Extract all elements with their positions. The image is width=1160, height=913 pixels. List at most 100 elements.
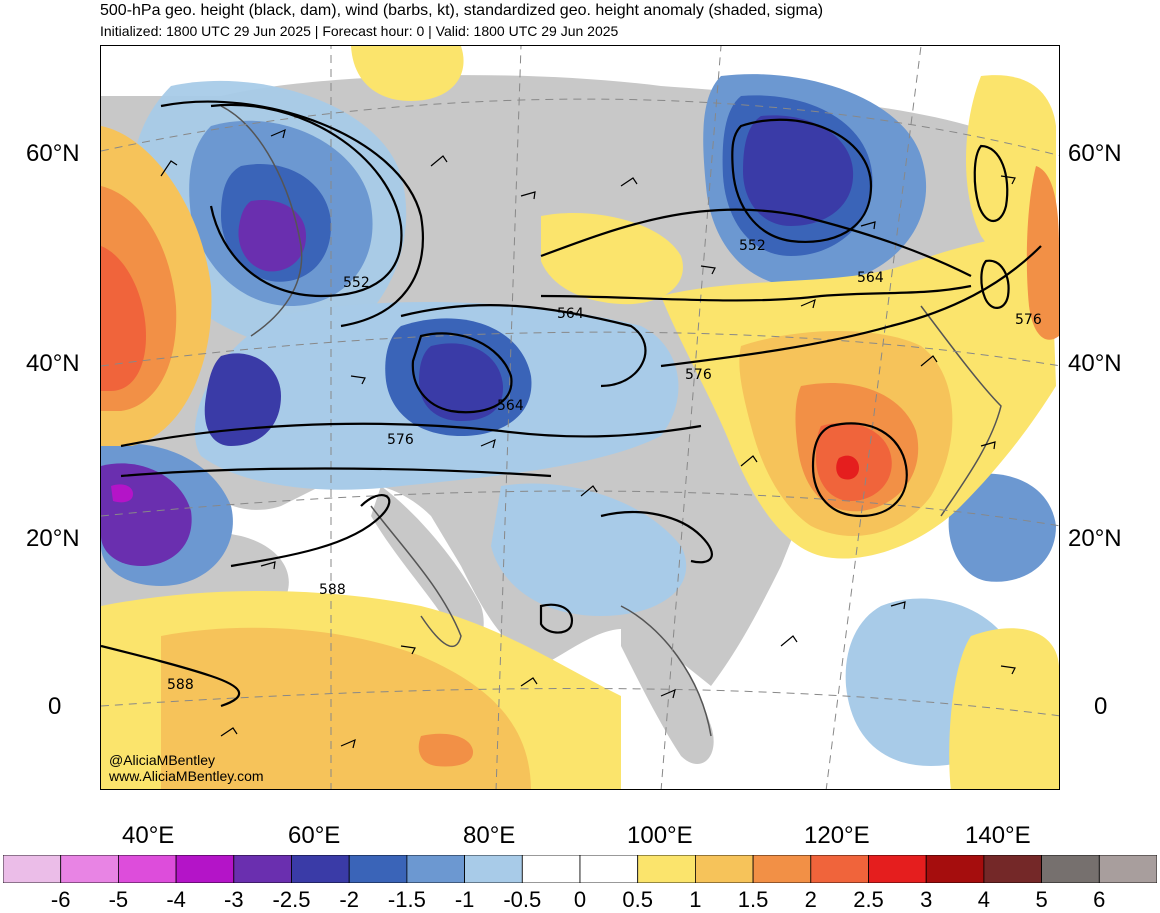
contour-label: 564 [557,306,584,322]
graticule [101,46,1059,789]
colorbar-tick-label: -6 [50,887,71,912]
wind-barb [160,160,178,177]
colorbar-tick-label: 3 [920,887,933,912]
colorbar-tick-label: -2 [339,887,359,912]
colorbar-swatch [175,855,235,883]
lon-label-80e: 80°E [463,822,516,849]
map-graphic: 552 564 564 576 552 564 576 576 588 588 [101,46,1059,789]
colorbar-tick-label: -1 [454,887,475,912]
wind-barb [430,155,448,167]
contour-588-b [101,644,241,708]
map-panel: 552 564 564 576 552 564 576 576 588 588 [100,45,1060,790]
colorbar-swatch [579,855,639,883]
wind-barb [520,191,536,200]
lon-label-120e: 120°E [804,822,870,849]
colorbar-swatch [752,855,812,883]
wind-barb [1000,175,1016,185]
colorbar-swatch [695,855,754,883]
credit-site: www.AliciaMBentley.com [109,768,264,784]
wind-barbs [160,128,1016,749]
colorbar-swatch [521,855,581,883]
wind-barb [740,455,758,467]
graticule-lat0 [101,688,1059,717]
wind-barb [780,635,798,647]
colorbar-tick-label: 0.5 [622,887,653,912]
contour-label-group: 552 564 564 576 552 564 576 576 588 588 [167,238,1042,693]
colorbar-tick-label: -0.5 [503,887,542,912]
anomaly-pos3-indianocean [418,733,474,767]
wind-barb [800,298,816,309]
colorbar-swatch [1041,855,1100,883]
wind-barb [660,688,676,699]
contour-552-europe [209,103,403,298]
colorbar-swatch [3,855,62,883]
anomaly-pos5-eastasia [836,455,859,480]
anomaly-neg-caspian [204,353,281,446]
map-subtitle: Initialized: 1800 UTC 29 Jun 2025 | Fore… [100,23,619,39]
wind-barb [340,738,356,749]
wind-barb [980,441,996,450]
wind-barb [920,355,938,367]
colorbar-tick-label: 1 [689,887,702,912]
colorbar-tick-label: -5 [108,887,129,912]
contour-closed-east [980,259,1010,309]
height-contours [101,100,1042,708]
contour-label: 576 [1015,312,1042,328]
map-title: 500-hPa geo. height (black, dam), wind (… [100,2,824,19]
colorbar-tick-label: 2 [804,887,817,912]
anomaly-pos2-farnortheast [1026,166,1059,340]
contour-closed-central [411,332,513,414]
contour-576-b [120,467,552,478]
contour-588-d [600,510,713,564]
colorbar-tick-label: -2.5 [272,887,311,912]
contour-576-east [660,245,1042,368]
contour-closed-siberia [731,118,873,243]
coastline-d [620,605,712,737]
wind-barb [400,645,416,655]
lat-label-20n: 20°N [26,525,80,552]
colorbar-swatch [810,855,869,883]
lat-label-0: 0 [48,693,62,720]
anomaly-pos-north [351,46,464,101]
anomaly-pos-sepac [949,628,1059,789]
wind-barb [890,601,906,610]
lat-label-40n: 40°N [26,350,80,377]
anomaly-neg3-central [419,343,504,421]
colorbar-swatch [348,855,408,883]
wind-barb [270,128,286,139]
coastline-c [370,505,462,648]
contour-label: 552 [343,275,370,291]
coastline-b [920,305,1002,517]
colorbar-swatch [868,855,927,883]
anomaly-neg5-spot [111,484,133,503]
colorbar-tick-label: 6 [1093,887,1106,912]
graticule-lon80 [495,46,522,789]
wind-barb [480,438,496,449]
contour-label: 564 [497,398,524,414]
lat-label-0-right: 0 [1094,693,1108,720]
contour-564-central [400,304,647,388]
wind-barb [1000,665,1016,675]
contour-552-east [540,208,972,277]
land-india [371,486,484,653]
coastline-a [220,105,303,337]
wind-barb [860,221,876,230]
anomaly-pos-mongolia [541,212,683,305]
wind-barb [700,265,716,275]
contour-closed-kamchatka [973,144,1009,223]
colorbar [3,855,1157,883]
colorbar-tick-label: 2.5 [853,887,884,912]
colorbar-swatch [291,855,350,883]
contour-label: 588 [167,677,194,693]
colorbar-tick-label: 0 [573,887,587,912]
contour-588-a [230,494,391,568]
wind-barb [580,485,598,497]
anomaly-pos3-west [101,246,146,391]
lat-label-20n-right: 20°N [1068,525,1122,552]
anomaly-neg-eastpac [948,473,1056,582]
colorbar-tick-label: -3 [224,887,244,912]
colorbar-swatch [118,855,177,883]
colorbar-swatch [1098,855,1157,883]
contour-label: 588 [319,582,346,598]
colorbar-tick-label: -4 [166,887,186,912]
